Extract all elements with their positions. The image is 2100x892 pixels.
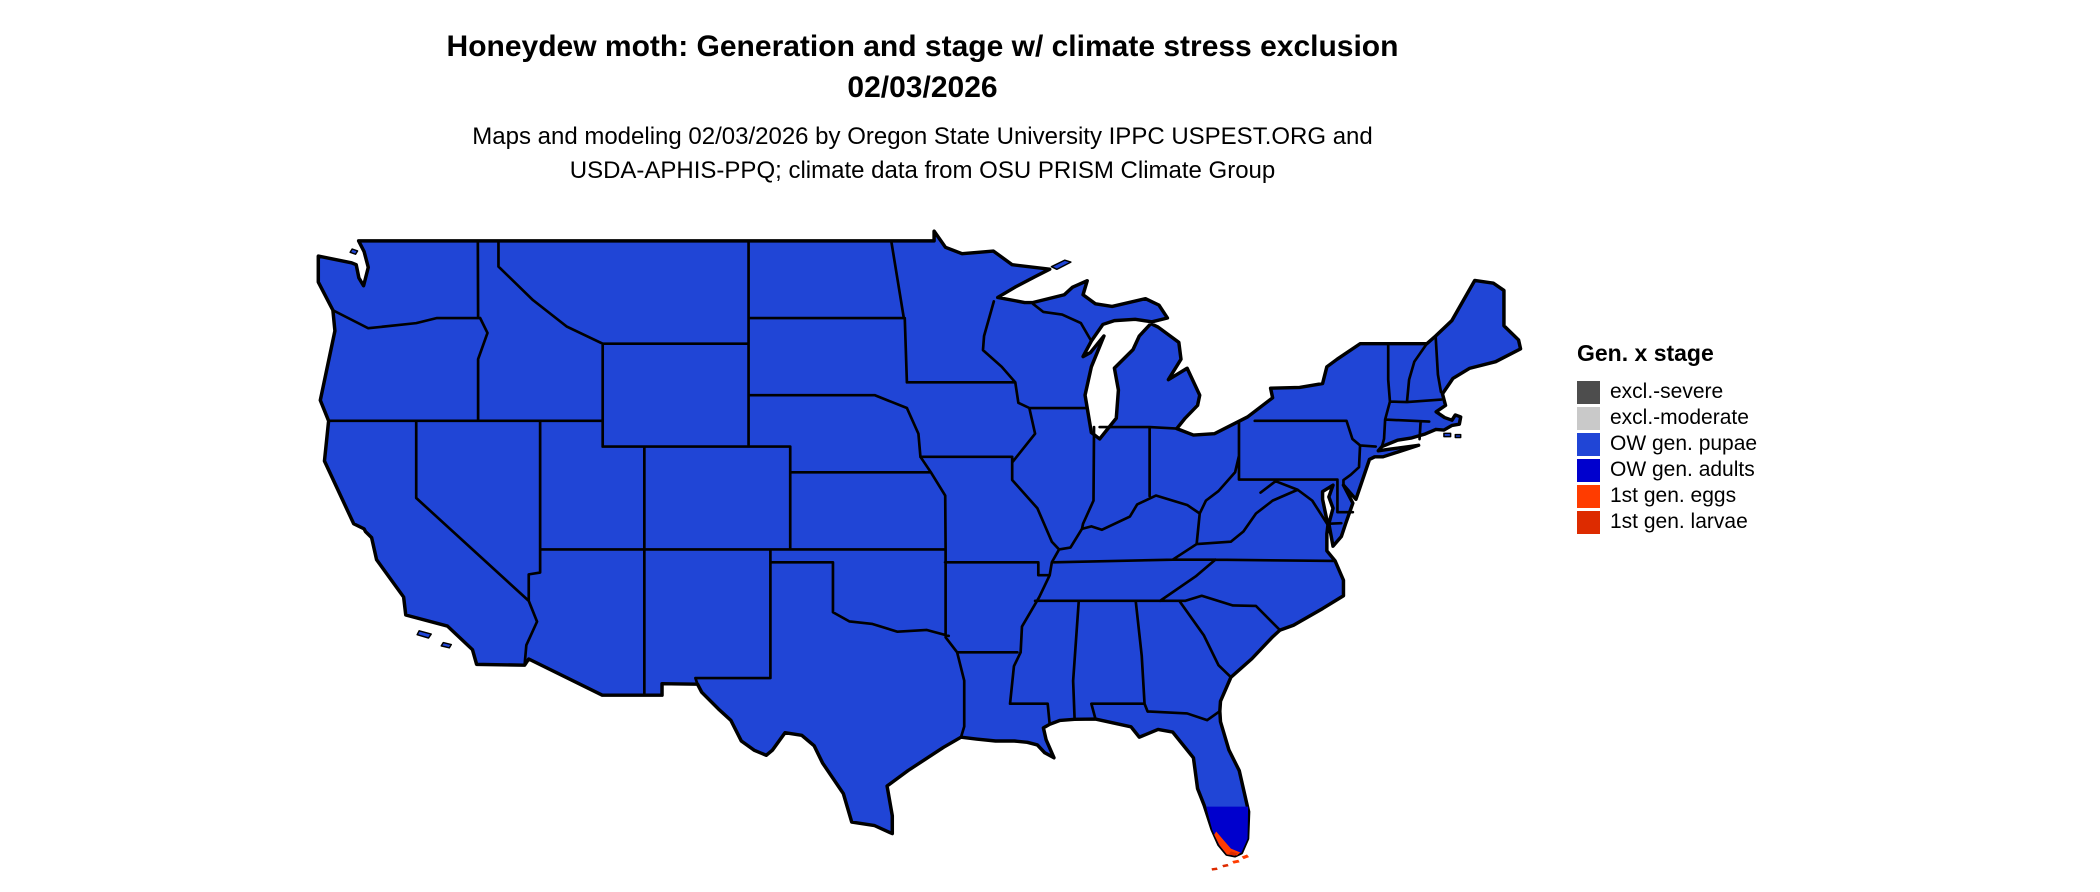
florida-keys-larvae — [1211, 863, 1229, 871]
legend: Gen. x stage excl.-severe excl.-moderate… — [1577, 340, 1877, 535]
legend-color-swatch — [1577, 484, 1600, 508]
legend-item-label: excl.-severe — [1610, 380, 1724, 403]
map-title-line1: Honeydew moth: Generation and stage w/ c… — [446, 30, 1399, 63]
map-subtitle: Maps and modeling 02/03/2026 by Oregon S… — [0, 120, 1845, 188]
florida-first-gen-eggs-region — [1214, 831, 1241, 856]
san-juan-islands — [349, 248, 359, 255]
legend-item-label: excl.-moderate — [1610, 406, 1749, 429]
legend-item-label: OW gen. adults — [1610, 458, 1755, 481]
legend-item: excl.-severe — [1577, 379, 1877, 405]
legend-item-label: 1st gen. eggs — [1610, 484, 1737, 507]
legend-color-swatch — [1577, 510, 1600, 534]
legend-item: excl.-moderate — [1577, 405, 1877, 431]
channel-islands — [416, 630, 453, 649]
legend-color-swatch — [1577, 406, 1600, 430]
us-map-svg — [316, 229, 1523, 871]
legend-color-swatch — [1577, 380, 1600, 404]
legend-color-swatch — [1577, 432, 1600, 456]
map-subtitle-line1: Maps and modeling 02/03/2026 by Oregon S… — [472, 123, 1373, 150]
isle-royale-island — [1050, 259, 1072, 271]
florida-ow-adults-region — [1206, 806, 1249, 856]
us-landmass — [316, 229, 1523, 858]
map-title: Honeydew moth: Generation and stage w/ c… — [0, 26, 1845, 108]
massachusetts-islands — [1443, 432, 1462, 439]
map-title-date: 02/03/2026 — [847, 71, 998, 104]
legend-item: OW gen. pupae — [1577, 431, 1877, 457]
legend-item: 1st gen. eggs — [1577, 483, 1877, 509]
legend-rows: excl.-severe excl.-moderate OW gen. pupa… — [1577, 379, 1877, 535]
us-map — [312, 228, 1531, 884]
legend-item: 1st gen. larvae — [1577, 509, 1877, 535]
legend-item-label: OW gen. pupae — [1610, 432, 1758, 455]
legend-title: Gen. x stage — [1577, 340, 1714, 366]
state-borders — [327, 239, 1443, 739]
legend-item: OW gen. adults — [1577, 457, 1877, 483]
legend-color-swatch — [1577, 458, 1600, 482]
map-subtitle-line2: USDA-APHIS-PPQ; climate data from OSU PR… — [569, 157, 1276, 184]
florida-first-gen-larvae-region — [1228, 851, 1238, 856]
florida-keys-eggs — [1232, 854, 1250, 864]
legend-item-label: 1st gen. larvae — [1610, 510, 1748, 533]
